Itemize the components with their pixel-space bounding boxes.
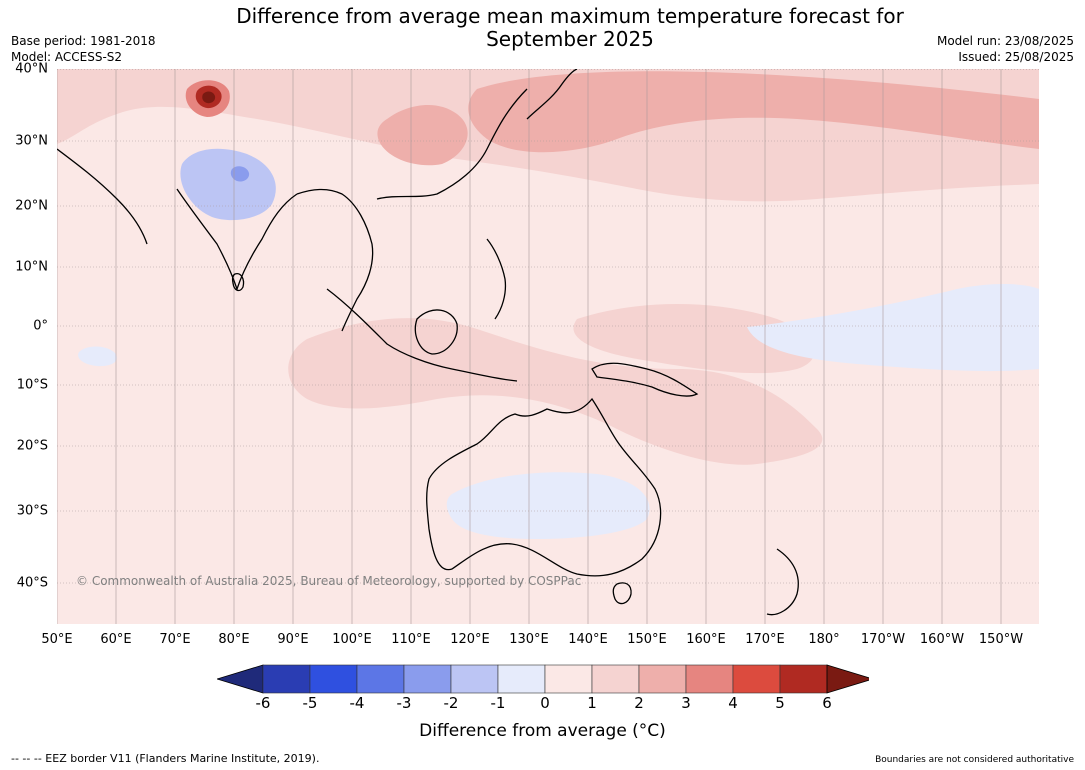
base-period: Base period: 1981-2018: [11, 34, 156, 48]
colorbar-tick-label: -6: [255, 694, 271, 712]
lon-label: 140°E: [568, 632, 608, 647]
colorbar-tick-label: -4: [349, 694, 365, 712]
copyright-notice: © Commonwealth of Australia 2025, Bureau…: [76, 574, 582, 588]
colorbar-tick-label: 0: [540, 694, 550, 712]
lon-label: 50°E: [41, 632, 73, 647]
lon-label: 100°E: [332, 632, 372, 647]
lon-label: 150°W: [978, 632, 1024, 647]
colorbar-cell: [732, 664, 781, 694]
colorbar-tick-label: 4: [728, 694, 738, 712]
lat-label: 40°N: [15, 61, 48, 77]
colorbar-tick-label: 5: [775, 694, 785, 712]
latitude-labels: 40°N 30°N 20°N 10°N 0° 10°S 20°S 30°S 40…: [0, 0, 57, 640]
lon-label: 160°E: [686, 632, 726, 647]
lon-label: 180°: [808, 632, 840, 647]
colorbar-cell: [779, 664, 828, 694]
southeast-asia-coast: [296, 188, 374, 332]
map-panel: [57, 69, 1039, 624]
colorbar-tick-label: 1: [587, 694, 597, 712]
colorbar-tick-label: 6: [822, 694, 832, 712]
title-line-2: September 2025: [486, 27, 654, 51]
lat-label: 20°N: [15, 198, 48, 214]
warm-band-tropics: [573, 304, 815, 374]
colorbar-cell: [685, 664, 734, 694]
tasmania-coast: [612, 582, 632, 605]
colorbar-ticks: -6 -5 -4 -3 -2 -1 0 1 2 3 4 5 6: [0, 694, 1085, 714]
new-zealand-coast: [766, 548, 799, 616]
lon-label: 80°E: [218, 632, 250, 647]
lon-label: 110°E: [391, 632, 431, 647]
colorbar-cell: [450, 664, 499, 694]
colorbar: [217, 664, 869, 694]
warm-patch-northeast: [468, 71, 1039, 153]
colorbar-tick-label: 3: [681, 694, 691, 712]
lon-label: 170°W: [860, 632, 906, 647]
lat-label: 40°S: [16, 575, 48, 591]
japan-coast: [526, 69, 578, 120]
lon-label: 150°E: [627, 632, 667, 647]
map-canvas: [57, 69, 1039, 624]
new-guinea-coast: [591, 362, 699, 397]
lon-label: 90°E: [277, 632, 309, 647]
colorbar-cell: [591, 664, 640, 694]
lat-label: 30°N: [15, 133, 48, 149]
colorbar-tick-label: 2: [634, 694, 644, 712]
lon-label: 160°W: [919, 632, 965, 647]
warm-patch-china: [377, 104, 468, 166]
cool-patch-pacific: [747, 284, 1039, 372]
sumatra-java-coast: [326, 288, 518, 382]
lat-label: 10°N: [15, 259, 48, 275]
cool-patch-australia: [446, 472, 650, 539]
meta-left: Base period: 1981-2018 Model: ACCESS-S2: [11, 33, 156, 65]
colorbar-cell: [497, 664, 546, 694]
lon-label: 120°E: [450, 632, 490, 647]
graticule: [57, 69, 1039, 624]
lat-label: 0°: [33, 318, 48, 334]
sri-lanka-coast: [231, 273, 245, 292]
lat-label: 20°S: [16, 438, 48, 454]
colorbar-tick-label: -5: [302, 694, 318, 712]
model-name: Model: ACCESS-S2: [11, 50, 123, 64]
lon-label: 70°E: [159, 632, 191, 647]
lon-label: 60°E: [100, 632, 132, 647]
colorbar-tick-label: -2: [443, 694, 459, 712]
coastlines: [57, 69, 799, 616]
model-run: Model run: 23/08/2025: [936, 34, 1074, 48]
title-line-1: Difference from average mean maximum tem…: [236, 4, 904, 28]
eez-legend: -- -- -- EEZ border V11 (Flanders Marine…: [11, 752, 320, 765]
boundaries-disclaimer: Boundaries are not considered authoritat…: [875, 755, 1074, 765]
middle-east-coast: [57, 148, 148, 245]
colorbar-tick-label: -1: [490, 694, 506, 712]
cool-patch-arabian: [78, 346, 117, 367]
lon-label: 170°E: [745, 632, 785, 647]
colorbar-tick-label: -3: [396, 694, 412, 712]
lat-label: 30°S: [16, 503, 48, 519]
cool-core-india: [230, 166, 250, 182]
warm-band-indian-ocean: [288, 318, 823, 465]
cool-patch-india: [180, 148, 276, 221]
map-title: Difference from average mean maximum tem…: [170, 5, 970, 51]
borneo-coast: [414, 309, 458, 355]
lon-label: 130°E: [509, 632, 549, 647]
india-coast: [176, 188, 298, 292]
colorbar-cell: [356, 664, 405, 694]
anomaly-fields: [57, 69, 1039, 539]
meta-right: Model run: 23/08/2025 Issued: 25/08/2025: [937, 33, 1074, 65]
colorbar-cell: [544, 664, 593, 694]
hotspot-himalaya-3: [202, 91, 216, 104]
colorbar-extend-max: [826, 664, 869, 694]
colorbar-cell: [262, 664, 311, 694]
colorbar-cell: [309, 664, 358, 694]
australia-coast: [426, 397, 662, 577]
philippines-coast: [486, 238, 507, 320]
colorbar-label: Difference from average (°C): [419, 721, 666, 741]
colorbar-cells: [217, 664, 869, 694]
china-coast: [376, 88, 528, 200]
colorbar-cell: [638, 664, 687, 694]
lat-label: 10°S: [16, 377, 48, 393]
issued-date: Issued: 25/08/2025: [958, 50, 1074, 64]
colorbar-extend-min: [217, 664, 264, 694]
colorbar-cell: [403, 664, 452, 694]
